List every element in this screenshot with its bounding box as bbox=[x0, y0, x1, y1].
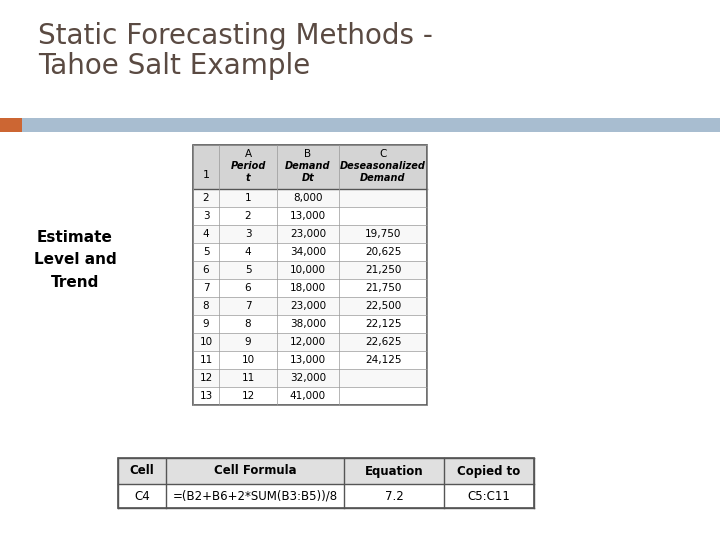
Text: 23,000: 23,000 bbox=[290, 301, 326, 311]
Text: 7: 7 bbox=[245, 301, 251, 311]
Text: 8: 8 bbox=[245, 319, 251, 329]
Text: 20,625: 20,625 bbox=[365, 247, 401, 257]
Bar bbox=[193, 225, 427, 243]
Text: =(B2+B6+2*SUM(B3:B5))/8: =(B2+B6+2*SUM(B3:B5))/8 bbox=[172, 489, 338, 503]
Text: 32,000: 32,000 bbox=[290, 373, 326, 383]
Text: 5: 5 bbox=[203, 247, 210, 257]
Text: 41,000: 41,000 bbox=[290, 391, 326, 401]
Text: 10,000: 10,000 bbox=[290, 265, 326, 275]
Text: Dt: Dt bbox=[302, 173, 315, 183]
Text: 11: 11 bbox=[241, 373, 255, 383]
Bar bbox=[193, 315, 427, 333]
Text: 22,125: 22,125 bbox=[365, 319, 401, 329]
Text: Copied to: Copied to bbox=[457, 464, 521, 477]
Text: 22,625: 22,625 bbox=[365, 337, 401, 347]
Text: Demand: Demand bbox=[360, 173, 406, 183]
Text: 12,000: 12,000 bbox=[290, 337, 326, 347]
Text: C4: C4 bbox=[134, 489, 150, 503]
Text: 13,000: 13,000 bbox=[290, 355, 326, 365]
Bar bbox=[0, 118, 720, 132]
Text: 2: 2 bbox=[245, 211, 251, 221]
Text: 12: 12 bbox=[199, 373, 212, 383]
Text: Cell Formula: Cell Formula bbox=[214, 464, 297, 477]
Text: 2: 2 bbox=[203, 193, 210, 203]
Bar bbox=[193, 387, 427, 405]
Text: A: A bbox=[244, 149, 251, 159]
Text: 7: 7 bbox=[203, 283, 210, 293]
Text: 8,000: 8,000 bbox=[293, 193, 323, 203]
Text: Static Forecasting Methods -: Static Forecasting Methods - bbox=[38, 22, 433, 50]
Bar bbox=[193, 333, 427, 351]
Text: 22,500: 22,500 bbox=[365, 301, 401, 311]
Bar bbox=[193, 297, 427, 315]
Text: Deseasonalized: Deseasonalized bbox=[340, 161, 426, 171]
Text: 3: 3 bbox=[203, 211, 210, 221]
Text: Estimate
Level and
Trend: Estimate Level and Trend bbox=[34, 230, 117, 289]
Text: 7.2: 7.2 bbox=[384, 489, 403, 503]
Text: Tahoe Salt Example: Tahoe Salt Example bbox=[38, 52, 310, 80]
Bar bbox=[193, 145, 427, 405]
Text: 21,250: 21,250 bbox=[365, 265, 401, 275]
Bar bbox=[118, 458, 534, 484]
Bar bbox=[193, 351, 427, 369]
Text: Cell: Cell bbox=[130, 464, 154, 477]
Bar bbox=[193, 369, 427, 387]
Text: 9: 9 bbox=[245, 337, 251, 347]
Text: 1: 1 bbox=[245, 193, 251, 203]
Bar bbox=[193, 189, 427, 207]
Text: 10: 10 bbox=[241, 355, 255, 365]
Text: 13,000: 13,000 bbox=[290, 211, 326, 221]
Bar bbox=[193, 279, 427, 297]
Text: 4: 4 bbox=[245, 247, 251, 257]
Text: 38,000: 38,000 bbox=[290, 319, 326, 329]
Bar bbox=[193, 261, 427, 279]
Text: 11: 11 bbox=[199, 355, 212, 365]
Text: t: t bbox=[246, 173, 251, 183]
Text: 1: 1 bbox=[202, 170, 210, 180]
Text: 19,750: 19,750 bbox=[365, 229, 401, 239]
Text: 13: 13 bbox=[199, 391, 212, 401]
Text: C5:C11: C5:C11 bbox=[467, 489, 510, 503]
Text: C: C bbox=[379, 149, 387, 159]
Text: 21,750: 21,750 bbox=[365, 283, 401, 293]
Text: 4: 4 bbox=[203, 229, 210, 239]
Text: 3: 3 bbox=[245, 229, 251, 239]
Text: Demand: Demand bbox=[285, 161, 330, 171]
Bar bbox=[193, 145, 427, 189]
Text: 6: 6 bbox=[203, 265, 210, 275]
Text: Equation: Equation bbox=[365, 464, 423, 477]
Text: 18,000: 18,000 bbox=[290, 283, 326, 293]
Text: 34,000: 34,000 bbox=[290, 247, 326, 257]
Bar bbox=[193, 243, 427, 261]
Bar bbox=[0, 118, 22, 132]
Text: 10: 10 bbox=[199, 337, 212, 347]
Bar bbox=[118, 458, 534, 508]
Text: 9: 9 bbox=[203, 319, 210, 329]
Text: Period: Period bbox=[230, 161, 266, 171]
Text: 12: 12 bbox=[241, 391, 255, 401]
Text: 24,125: 24,125 bbox=[365, 355, 401, 365]
Bar bbox=[193, 207, 427, 225]
Text: 8: 8 bbox=[203, 301, 210, 311]
Text: 23,000: 23,000 bbox=[290, 229, 326, 239]
Text: 6: 6 bbox=[245, 283, 251, 293]
Text: 5: 5 bbox=[245, 265, 251, 275]
Text: B: B bbox=[305, 149, 312, 159]
